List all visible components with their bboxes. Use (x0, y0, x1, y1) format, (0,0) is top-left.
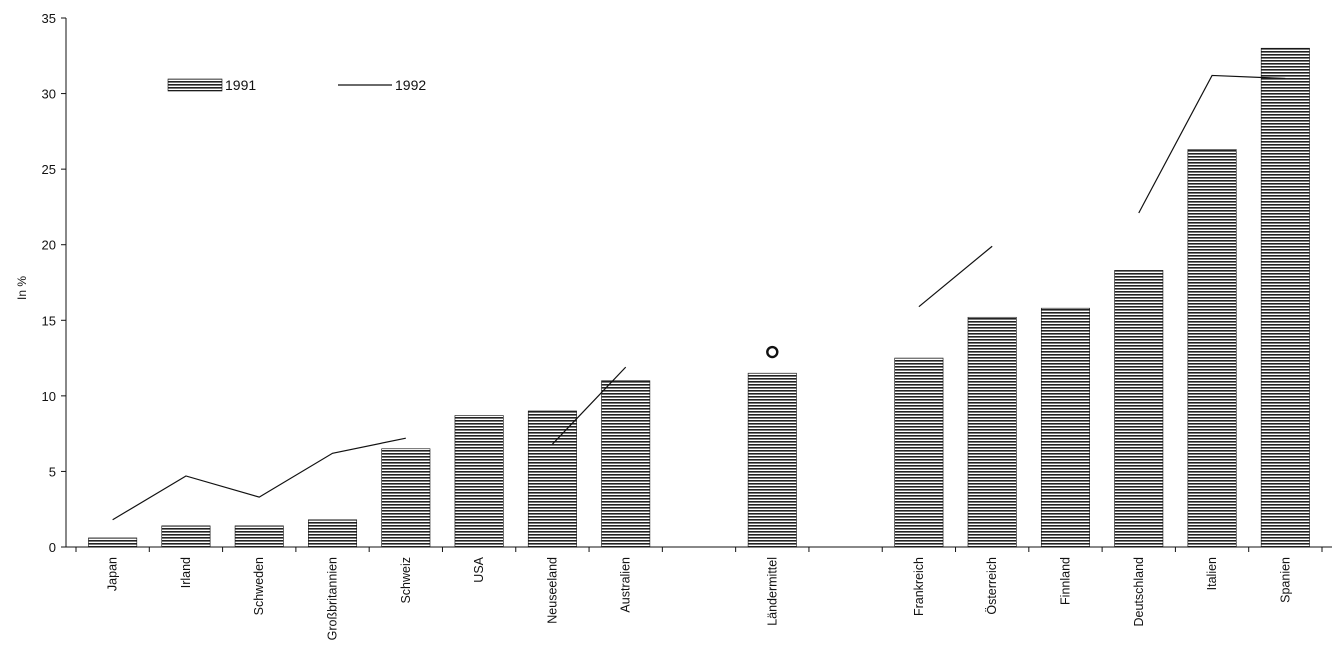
category-label: Schweden (252, 557, 266, 615)
bar (747, 372, 797, 548)
category-label: Neuseeland (545, 557, 559, 624)
bar-series (88, 47, 1310, 548)
y-axis-label: In % (15, 276, 29, 300)
category-label: USA (472, 556, 486, 582)
line-segment (112, 437, 406, 521)
category-label: Spanien (1278, 557, 1292, 603)
y-tick-label: 35 (42, 11, 56, 26)
category-label: Schweiz (399, 557, 413, 604)
bar (894, 357, 944, 548)
line-segment (1138, 74, 1286, 214)
legend: 1991 1992 (167, 77, 426, 93)
line-series (112, 74, 1286, 521)
y-axis: 0 5 10 15 20 25 30 35 (42, 11, 67, 555)
y-tick-label: 30 (42, 87, 56, 102)
y-tick-label: 5 (49, 464, 56, 479)
bar (967, 316, 1017, 548)
category-label: Japan (106, 557, 120, 591)
category-label: Großbritannien (326, 557, 340, 640)
category-label: Ländermittel (765, 557, 779, 626)
category-label: Irland (179, 557, 193, 588)
bar (161, 525, 211, 548)
y-tick-label: 10 (42, 389, 56, 404)
line-segment (551, 366, 627, 445)
category-label: Finnland (1058, 557, 1072, 605)
bar (234, 525, 284, 548)
bar (601, 380, 651, 548)
bar (1260, 47, 1310, 548)
line-marker (766, 345, 779, 359)
bar (1114, 270, 1164, 548)
y-tick-label: 25 (42, 162, 56, 177)
bar (454, 415, 504, 548)
y-tick-label: 15 (42, 313, 56, 328)
category-label: Frankreich (912, 557, 926, 616)
bar (1187, 149, 1237, 548)
bar (88, 537, 138, 548)
x-axis: Japan Irland Schweden Großbritannien Schweiz… (66, 546, 1332, 640)
bar (1040, 307, 1090, 548)
bar (381, 448, 431, 548)
category-label: Österreich (985, 557, 999, 615)
line-segment (918, 245, 993, 308)
y-tick-label: 20 (42, 238, 56, 253)
y-tick-label: 0 (49, 540, 56, 555)
bar (308, 519, 358, 548)
bar (527, 410, 577, 548)
category-label: Deutschland (1132, 557, 1146, 627)
legend-swatch-1991 (167, 78, 223, 92)
category-label: Italien (1205, 557, 1219, 590)
legend-label-1992: 1992 (395, 77, 426, 93)
legend-label-1991: 1991 (225, 77, 256, 93)
category-label: Australien (619, 557, 633, 613)
